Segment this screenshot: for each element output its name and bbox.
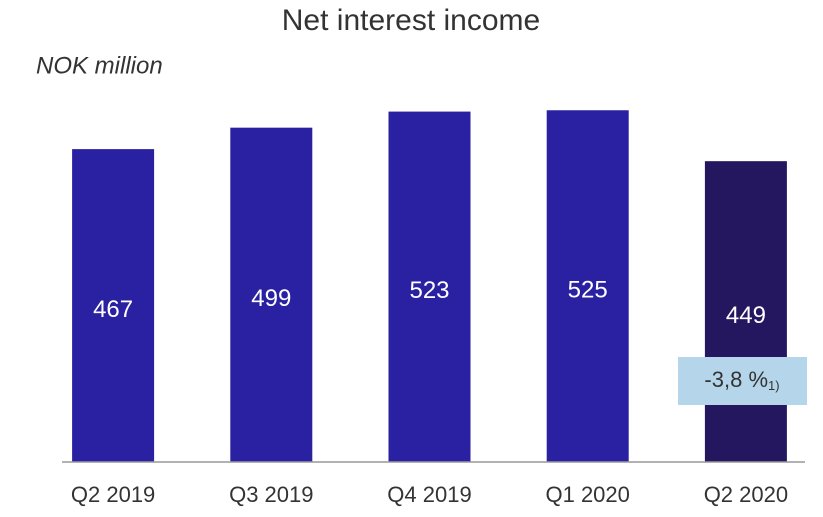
x-tick-label: Q2 2019 (71, 482, 155, 507)
x-tick-label: Q1 2020 (545, 482, 629, 507)
chart-title: Net interest income (282, 4, 540, 37)
chart-subtitle: NOK million (36, 52, 163, 79)
annotation: -3,8 %1) (704, 367, 779, 394)
bar (546, 110, 629, 462)
x-tick-label: Q2 2020 (704, 482, 788, 507)
annotation-box (678, 357, 807, 405)
value-label: 449 (726, 302, 766, 329)
value-label: 499 (251, 285, 291, 312)
x-tick-label: Q4 2019 (387, 482, 471, 507)
value-label: 525 (568, 276, 608, 303)
annotation-note: 1) (768, 378, 780, 393)
annotation-text: -3,8 % (704, 367, 768, 392)
bar (72, 149, 155, 463)
bar (704, 161, 787, 463)
value-label: 523 (409, 277, 449, 304)
value-label: 467 (93, 296, 133, 323)
bar (230, 127, 313, 463)
bar (388, 111, 471, 462)
x-tick-label: Q3 2019 (229, 482, 313, 507)
